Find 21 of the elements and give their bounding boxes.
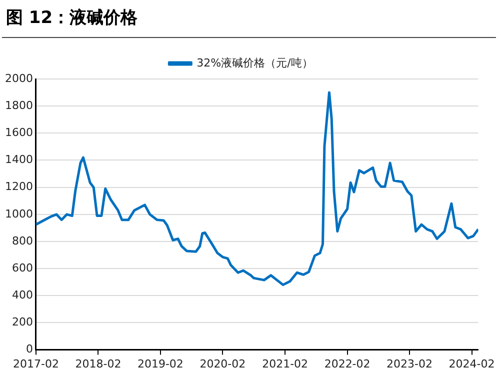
x-tick-label: 2022-02 — [324, 357, 370, 370]
y-tick-label: 200 — [12, 316, 33, 329]
y-tick-label: 1800 — [4, 98, 33, 112]
y-tick-label: 800 — [12, 234, 33, 248]
y-tick-label: 2000 — [4, 72, 33, 85]
x-tick-label: 2024-02 — [448, 357, 495, 370]
y-tick-label: 1400 — [4, 153, 33, 166]
x-tick-label: 2019-02 — [137, 357, 184, 370]
y-tick-label: 600 — [12, 261, 33, 274]
x-tick-label: 2020-02 — [200, 357, 246, 370]
x-tick-label: 2017-02 — [13, 357, 59, 370]
x-tick-label: 2021-02 — [262, 357, 308, 370]
y-tick-label: 0 — [26, 342, 33, 356]
legend-label: 32%液碱价格（元/吨） — [196, 56, 313, 70]
y-tick-label: 1200 — [4, 180, 33, 194]
y-tick-label: 1600 — [4, 126, 33, 140]
chart-title: 图 12：液碱价格 — [2, 0, 496, 38]
x-tick-label: 2023-02 — [386, 357, 433, 370]
x-tick-label: 2018-02 — [75, 357, 122, 370]
y-tick-label: 400 — [12, 288, 33, 302]
y-tick-label: 1000 — [4, 207, 33, 220]
